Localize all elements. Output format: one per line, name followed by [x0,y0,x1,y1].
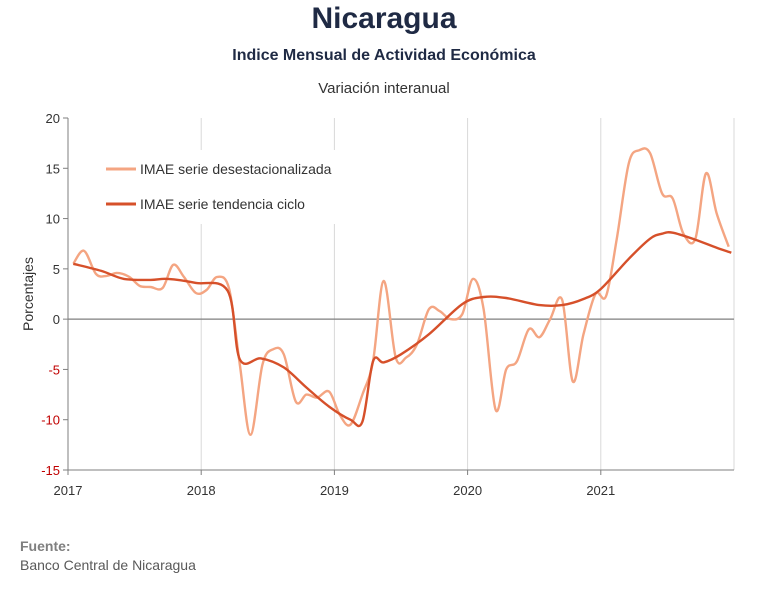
chart-subtitle-secondary: Variación interanual [318,80,450,97]
legend-label-tendencia: IMAE serie tendencia ciclo [140,196,305,212]
source-text: Banco Central de Nicaragua [20,557,196,573]
y-tick-label: -15 [41,463,60,478]
chart-title: Nicaragua [311,2,457,35]
chart-subtitle: Indice Mensual de Actividad Económica [232,47,536,64]
y-tick-label: 5 [53,262,60,277]
x-tick-label: 2018 [187,483,216,498]
axes [67,118,734,471]
legend: IMAE serie desestacionalizada IMAE serie… [96,150,378,224]
y-tick-labels: 20 15 10 5 0 -5 -10 -15 [41,111,68,478]
y-tick-label: -10 [41,413,60,428]
series-line-desestacionalizada [72,147,730,436]
x-tick-label: 2020 [453,483,482,498]
y-tick-label: 15 [46,161,60,176]
x-tick-labels: 2017 2018 2019 2020 2021 [54,470,615,498]
series-line-tendencia [73,231,732,428]
y-tick-label: 10 [46,212,60,227]
legend-box [96,150,378,224]
series-lines [72,147,732,436]
y-axis-label: Porcentajes [20,257,36,331]
y-tick-label: 0 [53,312,60,327]
y-tick-label: 20 [46,111,60,126]
x-tick-label: 2017 [54,483,83,498]
y-tick-label: -5 [48,362,60,377]
x-tick-label: 2021 [586,483,615,498]
legend-label-desestacionalizada: IMAE serie desestacionalizada [140,161,332,177]
source-label: Fuente: [20,538,71,554]
x-tick-label: 2019 [320,483,349,498]
